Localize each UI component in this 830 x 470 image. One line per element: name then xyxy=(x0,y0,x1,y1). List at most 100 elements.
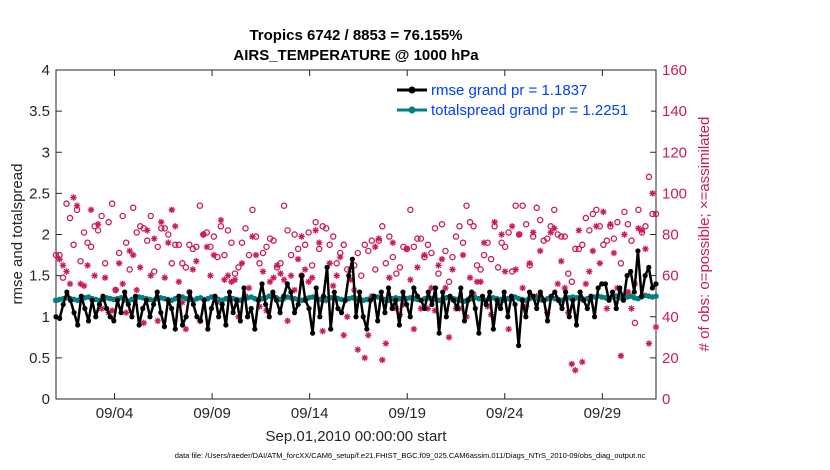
possible-obs-point xyxy=(242,225,249,232)
assimilated-obs-point xyxy=(473,278,481,285)
assimilated-obs-point xyxy=(98,305,105,312)
assimilated-obs-point xyxy=(91,272,98,279)
assimilated-obs-point xyxy=(94,221,102,228)
assimilated-obs-point xyxy=(554,280,561,288)
y-left-tick-label: 4 xyxy=(42,62,50,79)
y-right-tick-label: 0 xyxy=(662,391,670,408)
assimilated-obs-point xyxy=(266,278,274,285)
rmse-point xyxy=(140,305,146,312)
x-tick-label: 09/14 xyxy=(291,405,329,422)
assimilated-obs-point xyxy=(245,284,253,292)
rmse-point xyxy=(187,289,193,295)
assimilated-obs-point xyxy=(228,278,235,285)
possible-obs-point xyxy=(140,225,147,232)
assimilated-obs-point xyxy=(158,218,165,226)
assimilated-obs-point xyxy=(151,235,158,242)
assimilated-obs-point xyxy=(372,243,379,251)
rmse-point xyxy=(349,256,355,262)
rmse-point xyxy=(548,293,554,299)
rmse-point xyxy=(302,297,308,303)
rmse-point xyxy=(328,326,334,332)
rmse-point xyxy=(454,305,460,312)
possible-obs-point xyxy=(333,260,340,267)
possible-obs-point xyxy=(98,212,105,220)
assimilated-obs-point xyxy=(308,274,316,281)
possible-obs-point xyxy=(519,202,526,209)
rmse-point xyxy=(306,305,312,312)
possible-obs-point xyxy=(480,251,488,259)
assimilated-obs-point xyxy=(344,313,351,320)
rmse-point xyxy=(89,297,95,303)
x-tick-label: 09/09 xyxy=(193,405,231,422)
possible-obs-point xyxy=(435,270,442,277)
rmse-point xyxy=(201,297,207,303)
possible-obs-point xyxy=(182,264,190,271)
rmse-point xyxy=(378,289,384,295)
rmse-point xyxy=(516,342,522,349)
rmse-point xyxy=(400,289,406,295)
y-axis-right: 0 20 40 60 80 100 120 140 160 xyxy=(650,62,687,408)
rmse-point xyxy=(563,289,569,295)
possible-obs-point xyxy=(203,229,211,236)
possible-obs-point xyxy=(572,245,579,253)
plot-area xyxy=(55,69,657,400)
assimilated-obs-point xyxy=(501,268,509,275)
possible-obs-point xyxy=(424,241,432,249)
possible-obs-point xyxy=(614,218,621,226)
rmse-point xyxy=(487,289,493,295)
possible-obs-point xyxy=(287,251,295,259)
rmse-point xyxy=(208,305,215,312)
rmse-point xyxy=(223,322,229,328)
y-right-tick-label: 60 xyxy=(662,268,679,285)
legend-spread-label: totalspread grand pr = 1.2251 xyxy=(431,102,628,119)
assimilated-obs-point xyxy=(600,208,607,216)
assimilated-obs-point xyxy=(379,356,386,364)
rmse-point xyxy=(255,297,262,303)
possible-obs-point xyxy=(122,239,130,246)
rmse-point xyxy=(581,297,587,303)
rmse-point xyxy=(331,289,337,295)
possible-obs-point xyxy=(154,243,162,251)
assimilated-obs-point xyxy=(284,317,291,325)
assimilated-obs-point xyxy=(319,327,326,335)
possible-obs-point xyxy=(568,278,576,286)
assimilated-obs-point xyxy=(144,227,151,234)
assimilated-obs-point xyxy=(301,266,309,273)
possible-obs-point xyxy=(438,220,446,228)
assimilated-obs-point xyxy=(326,260,333,267)
assimilated-obs-point xyxy=(161,274,168,281)
possible-obs-point xyxy=(582,214,590,222)
rmse-point xyxy=(237,318,243,324)
possible-obs-point xyxy=(470,223,477,230)
rmse-point xyxy=(85,318,92,324)
rmse-point xyxy=(132,293,139,299)
assimilated-obs-point xyxy=(389,239,397,246)
rmse-point xyxy=(411,285,417,291)
rmse-point xyxy=(591,314,598,320)
rmse-point xyxy=(71,310,77,316)
rmse-point xyxy=(281,293,287,299)
possible-obs-point xyxy=(505,229,512,236)
rmse-point xyxy=(577,289,583,295)
rmse-point xyxy=(382,310,388,316)
rmse-point xyxy=(494,297,500,303)
assimilated-obs-point xyxy=(365,332,372,339)
possible-obs-point xyxy=(533,204,540,212)
assimilated-obs-point xyxy=(480,239,488,246)
rmse-point xyxy=(147,314,153,320)
assimilated-obs-point xyxy=(466,274,474,281)
y-left-tick-label: 3.5 xyxy=(29,103,50,120)
rmse-point xyxy=(82,305,88,312)
y-right-tick-label: 80 xyxy=(662,227,679,244)
assimilated-obs-point xyxy=(273,262,281,269)
possible-obs-point xyxy=(586,227,593,234)
possible-obs-point xyxy=(449,253,456,261)
possible-obs-point xyxy=(210,233,218,240)
assimilated-obs-point xyxy=(642,245,649,253)
possible-obs-point xyxy=(326,241,333,249)
possible-obs-point xyxy=(368,237,376,244)
assimilated-obs-point xyxy=(596,260,604,267)
possible-obs-point xyxy=(522,220,530,228)
assimilated-obs-point xyxy=(238,260,246,267)
y-right-tick-label: 160 xyxy=(662,62,687,79)
